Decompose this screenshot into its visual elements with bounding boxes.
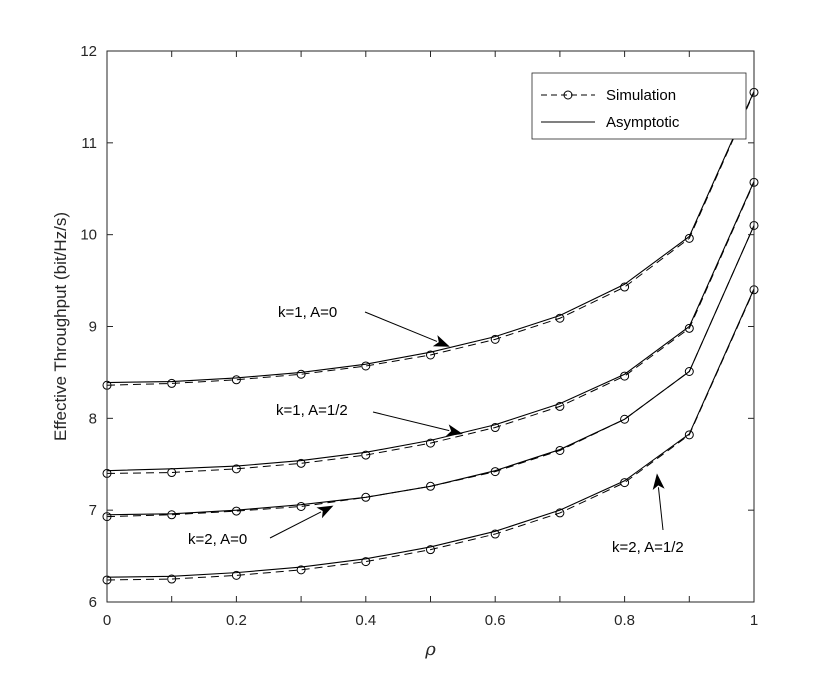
simulation-marker bbox=[361, 492, 371, 502]
simulation-marker bbox=[296, 369, 306, 379]
simulation-marker bbox=[231, 464, 241, 474]
simulation-marker bbox=[620, 282, 630, 292]
y-tick-label: 10 bbox=[80, 227, 97, 244]
simulation-marker bbox=[231, 506, 241, 516]
x-axis-label: ρ bbox=[424, 639, 436, 660]
x-tick-label: 0.2 bbox=[226, 612, 247, 629]
simulation-marker bbox=[167, 468, 177, 478]
annotation-arrow-head bbox=[652, 473, 665, 490]
simulation-line-1 bbox=[106, 92, 755, 386]
simulation-marker bbox=[426, 481, 435, 491]
annotations: k=1, A=0 k=1, A=1/2 k=2, A=0 k=2, A=1/2 bbox=[188, 304, 684, 556]
simulation-line-4 bbox=[106, 289, 755, 581]
y-tick-label: 12 bbox=[80, 43, 97, 60]
annotation-label: k=1, A=1/2 bbox=[276, 402, 348, 419]
simulation-marker bbox=[426, 438, 435, 448]
simulation-marker bbox=[231, 570, 241, 580]
simulation-marker bbox=[167, 510, 177, 520]
x-tick-label: 0 bbox=[103, 612, 111, 629]
simulation-marker bbox=[684, 430, 694, 440]
x-tick-label: 1 bbox=[750, 612, 758, 629]
y-tick-label: 7 bbox=[89, 502, 97, 519]
curves bbox=[102, 87, 759, 585]
asymptotic-line-2 bbox=[106, 181, 755, 472]
simulation-marker bbox=[684, 323, 694, 333]
simulation-marker bbox=[167, 574, 177, 584]
simulation-marker bbox=[426, 545, 435, 555]
simulation-marker bbox=[684, 366, 694, 376]
simulation-marker bbox=[296, 458, 306, 468]
annotation-label: k=2, A=0 bbox=[188, 531, 247, 548]
simulation-marker bbox=[231, 375, 241, 385]
simulation-marker bbox=[361, 361, 371, 371]
simulation-marker bbox=[684, 233, 694, 243]
annotation-arrow-line bbox=[657, 487, 664, 531]
simulation-marker bbox=[361, 557, 371, 567]
legend: Simulation Asymptotic bbox=[531, 72, 747, 140]
simulation-marker bbox=[555, 313, 565, 323]
y-tick-label: 6 bbox=[89, 594, 97, 611]
annotation-label: k=1, A=0 bbox=[278, 304, 337, 321]
annotation-arrow-line bbox=[372, 411, 450, 432]
simulation-marker bbox=[490, 467, 500, 477]
annotation-arrow-head bbox=[432, 335, 450, 347]
y-tick-label: 11 bbox=[81, 135, 97, 152]
x-tick-label: 0.4 bbox=[355, 612, 376, 629]
annotation-arrow-head bbox=[316, 505, 334, 519]
simulation-marker bbox=[296, 565, 306, 575]
legend-simulation-label: Simulation bbox=[606, 87, 676, 104]
legend-box bbox=[531, 72, 747, 140]
annotation-label: k=2, A=1/2 bbox=[612, 539, 684, 556]
y-tick-label: 9 bbox=[89, 319, 97, 336]
simulation-line-2 bbox=[106, 182, 755, 474]
simulation-marker bbox=[555, 445, 565, 455]
asymptotic-line-4 bbox=[106, 288, 755, 578]
y-axis-label: Effective Throughput (bit/Hz/s) bbox=[51, 212, 70, 441]
simulation-marker bbox=[620, 371, 630, 381]
legend-simulation-marker bbox=[563, 90, 573, 100]
simulation-marker bbox=[296, 501, 306, 511]
x-axis-ticks: 0 0.2 0.4 0.6 0.8 1 bbox=[103, 51, 758, 629]
x-tick-label: 0.6 bbox=[485, 612, 506, 629]
legend-asymptotic-label: Asymptotic bbox=[606, 114, 680, 131]
annotation-arrow-head bbox=[445, 424, 463, 436]
simulation-marker bbox=[490, 423, 500, 433]
simulation-marker bbox=[490, 529, 500, 539]
simulation-marker bbox=[620, 478, 630, 488]
simulation-marker bbox=[620, 414, 630, 424]
x-tick-label: 0.8 bbox=[614, 612, 635, 629]
simulation-marker bbox=[426, 350, 435, 360]
simulation-marker bbox=[361, 450, 371, 460]
y-axis-ticks: 6 7 8 9 10 11 12 bbox=[80, 43, 754, 611]
simulation-marker bbox=[555, 508, 565, 518]
simulation-marker bbox=[490, 334, 500, 344]
simulation-marker bbox=[555, 401, 565, 411]
simulation-marker bbox=[167, 378, 177, 388]
annotation-arrow-line bbox=[269, 511, 322, 539]
plot-area bbox=[107, 51, 754, 602]
y-tick-label: 8 bbox=[89, 410, 97, 427]
simulation-line-3 bbox=[106, 225, 755, 518]
asymptotic-line-1 bbox=[106, 91, 755, 384]
annotation-arrow-line bbox=[364, 311, 438, 342]
